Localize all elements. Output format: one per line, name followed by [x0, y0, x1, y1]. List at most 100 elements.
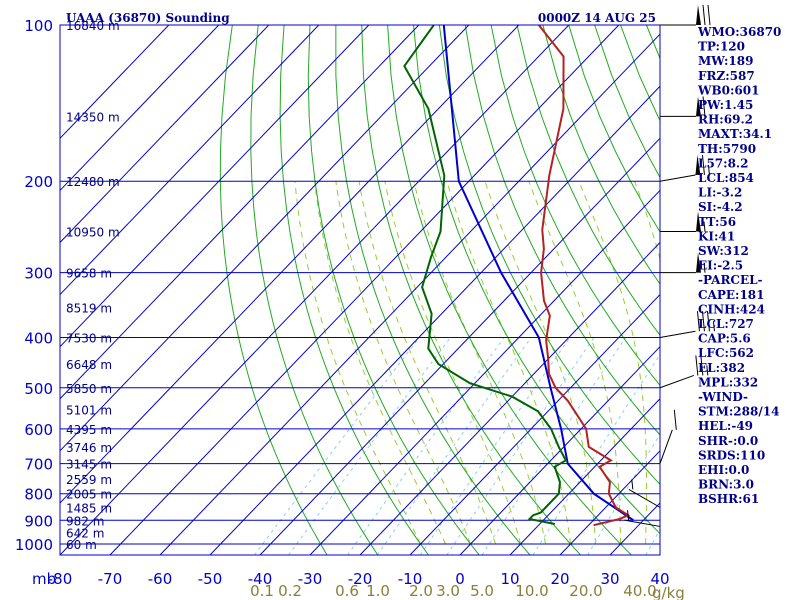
- wind-barb-half: [712, 321, 715, 332]
- stat-line: LCL:854: [698, 171, 754, 185]
- mixing-ratio-label: 20.0: [569, 582, 602, 600]
- dry-adiabat: [307, 25, 480, 555]
- parcel-trace: [442, 25, 634, 522]
- stat-line: L57:8.2: [698, 156, 748, 170]
- stat-line: SHR-:0.0: [698, 434, 758, 448]
- stat-line: FRZ:587: [698, 69, 755, 83]
- mixing-ratio-line: [254, 337, 420, 555]
- stats-panel: WMO:36870TP:120MW:189FRZ:587WB0:601PW:1.…: [697, 25, 781, 506]
- mixing-ratio-line: [532, 353, 660, 555]
- mixing-ratio-label: 0.1: [250, 582, 274, 600]
- isotherm-line: [60, 25, 170, 140]
- temperature-tick-label: 20: [550, 570, 569, 588]
- dry-adiabat: [568, 25, 660, 233]
- wind-barb-half: [627, 510, 630, 521]
- dry-adiabat: [387, 25, 632, 555]
- mixing-ratio-lines: [254, 337, 660, 555]
- wind-barb: [660, 4, 711, 26]
- wind-barb-flag: [696, 311, 700, 332]
- stat-line: SRDS:110: [698, 448, 765, 462]
- wind-barb-flag: [702, 4, 706, 26]
- pressure-label: 300: [24, 265, 53, 283]
- temperature-tick-label: 0: [455, 570, 465, 588]
- temperature-tick-label: -70: [98, 570, 123, 588]
- stat-line: SI:-4.2: [698, 200, 743, 214]
- pressure-label: 100: [24, 17, 53, 35]
- wind-barb: [659, 355, 709, 389]
- station-title: UAAA (36870) Sounding: [66, 11, 230, 25]
- height-label: 3746 m: [66, 441, 112, 455]
- pressure-label: 400: [24, 329, 53, 347]
- stat-line: LCL:727: [698, 317, 754, 331]
- profiles: [403, 25, 634, 527]
- pressure-label: 800: [24, 486, 53, 504]
- stat-line: LI:-3.2: [698, 186, 742, 200]
- wind-barb-flag: [707, 4, 711, 26]
- isotherm-line: [60, 25, 570, 555]
- isotherm-line: [60, 25, 220, 192]
- stat-line: CAP:5.6: [698, 332, 751, 346]
- temperature-tick-label: 40: [650, 570, 669, 588]
- moist-adiabat: [384, 181, 522, 545]
- stat-line: CINH:424: [698, 302, 765, 316]
- temperature-tick-label: 10: [500, 570, 519, 588]
- mixing-ratio-label: 1.0: [366, 582, 390, 600]
- height-label: 982 m: [66, 514, 104, 528]
- pressure-label: 700: [24, 456, 53, 474]
- height-label: 2005 m: [66, 488, 112, 502]
- stat-line: KI:41: [698, 229, 735, 243]
- stat-line: TH:5790: [698, 142, 756, 156]
- mixing-ratio-label: 0.6: [335, 582, 359, 600]
- height-label: 7530 m: [66, 331, 112, 345]
- pressure-label: 1000: [15, 536, 53, 554]
- wind-barb: [659, 409, 677, 464]
- isotherm-line: [60, 25, 520, 504]
- isotherm-line: [60, 25, 320, 296]
- temperature-tick-label: -60: [148, 570, 173, 588]
- isotherm-line: [60, 25, 370, 348]
- stat-line: TT:56: [698, 215, 736, 229]
- stat-line: EL:382: [698, 361, 745, 375]
- dry-adiabat: [776, 25, 800, 555]
- wind-barb-pennant: [695, 154, 701, 175]
- stat-line: LFC:562: [698, 346, 754, 360]
- stat-line: WMO:36870: [697, 25, 781, 39]
- temperature-trace: [538, 25, 631, 527]
- stat-line: MPL:332: [698, 375, 758, 389]
- stat-line: BRN:3.0: [698, 478, 754, 492]
- moist-adiabat: [358, 181, 497, 545]
- wind-barb-flag: [701, 311, 705, 332]
- isotherm-line: [359, 241, 660, 555]
- pressure-labels: 100 200 300 400 500 600 700 800 900 1000: [15, 17, 53, 554]
- dry-adiabat: [490, 25, 660, 387]
- stat-line: RH:69.2: [698, 113, 753, 127]
- dry-adiabat: [412, 25, 660, 535]
- dewpoint-trace: [403, 25, 568, 525]
- isotherm-line: [459, 345, 660, 555]
- stat-line: -WIND-: [698, 390, 748, 404]
- temperature-tick-label: -80: [48, 570, 73, 588]
- stat-line: EI:-2.5: [698, 259, 743, 273]
- wind-barb: [659, 311, 715, 338]
- height-label: 16840 m: [66, 19, 120, 33]
- pressure-label: 200: [24, 173, 53, 191]
- mixing-ratio-label: 10.0: [515, 582, 548, 600]
- wind-barb: [659, 154, 710, 182]
- wind-barb-flag: [700, 355, 704, 376]
- isotherm-line: [60, 25, 270, 244]
- wind-barb: [624, 510, 661, 527]
- mixing-ratio-line: [587, 433, 660, 555]
- wind-barb-staff: [659, 429, 673, 464]
- pressure-label: 600: [24, 421, 53, 439]
- dry-adiabat: [516, 25, 660, 336]
- mixing-ratio-line: [481, 337, 627, 555]
- mixing-unit-label: g/kg: [652, 584, 685, 600]
- height-label: 9658 m: [66, 267, 112, 281]
- stat-line: EHI:0.0: [698, 463, 749, 477]
- moist-adiabat: [335, 181, 472, 545]
- isotherm-line: [559, 450, 660, 555]
- pressure-label: 900: [24, 512, 53, 530]
- stat-line: MW:189: [698, 54, 753, 68]
- moist-adiabat: [484, 181, 597, 545]
